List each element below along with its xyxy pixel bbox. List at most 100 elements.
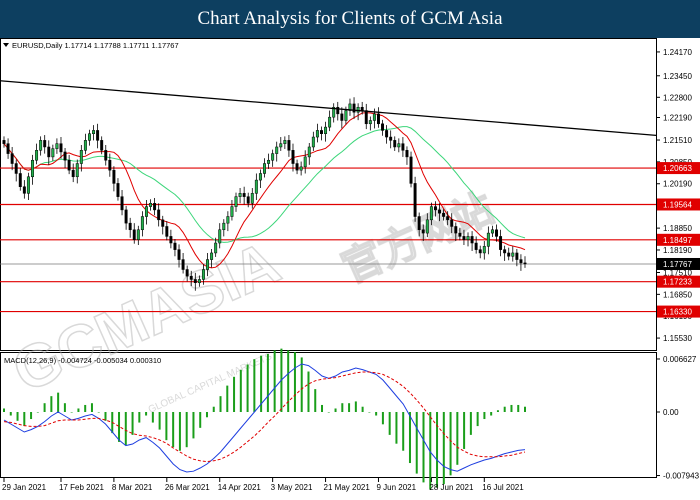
candlestick	[328, 116, 332, 128]
candlestick	[454, 226, 458, 234]
macd-histogram-bar	[287, 350, 290, 412]
candlestick	[405, 150, 409, 158]
candlestick	[75, 163, 79, 178]
candlestick	[336, 106, 340, 115]
macd-histogram-bar	[253, 359, 256, 412]
candlestick	[320, 130, 323, 134]
level-price-label: 1.16330	[663, 308, 692, 317]
macd-histogram-bar	[192, 412, 195, 439]
candlestick	[287, 140, 291, 151]
candlestick	[421, 229, 425, 234]
price-tick-label: 1.15530	[663, 334, 692, 343]
macd-histogram-bar	[36, 412, 39, 413]
date-tick-label: 16 Jul 2021	[482, 483, 524, 492]
macd-panel-border	[0, 352, 657, 478]
candlestick	[10, 153, 14, 164]
macd-histogram-bar	[422, 412, 425, 483]
macd-histogram-bar	[9, 412, 12, 416]
candlestick	[210, 252, 214, 260]
macd-histogram-bar	[402, 412, 405, 451]
macd-histogram-bar	[70, 412, 73, 413]
price-tick-label: 1.24170	[663, 48, 692, 57]
candlestick	[417, 216, 421, 231]
candlestick	[140, 216, 144, 231]
macd-histogram-bar	[90, 403, 93, 412]
macd-histogram-bar	[158, 412, 161, 430]
macd-histogram-bar	[490, 412, 493, 416]
svg-text:GCMASIA: GCMASIA	[3, 228, 289, 404]
macd-histogram-bar	[151, 412, 154, 423]
symbol-dropdown-icon[interactable]	[3, 43, 9, 47]
candlestick	[466, 236, 470, 240]
macd-histogram-bar	[517, 404, 520, 412]
macd-histogram-bar	[354, 401, 357, 412]
candlestick	[181, 259, 185, 270]
candlestick	[295, 163, 299, 171]
moving-average-fast-line	[3, 112, 526, 269]
price-tick-label: 1.20190	[663, 180, 692, 189]
candlestick	[315, 130, 319, 138]
candlestick	[132, 229, 136, 240]
macd-histogram-bar	[43, 403, 46, 412]
gcm-watermark: GCMASIA 官方网站 GLOBAL CAPITAL MARKETS	[2, 185, 500, 416]
macd-histogram-bar	[469, 412, 472, 435]
price-tick-label: 1.21510	[663, 136, 692, 145]
candlestick	[470, 236, 474, 244]
macd-histogram-bar	[463, 412, 466, 449]
macd-histogram-bar	[388, 412, 391, 435]
candlestick	[67, 159, 71, 171]
candlestick	[368, 120, 372, 125]
macd-histogram-bar	[348, 403, 351, 412]
candlestick	[26, 176, 30, 194]
candlestick	[458, 232, 462, 237]
candlestick	[482, 246, 486, 254]
candlestick	[254, 179, 258, 194]
date-tick-label: 26 Mar 2021	[165, 483, 210, 492]
candlestick	[442, 212, 446, 217]
candlestick	[222, 222, 226, 231]
price-tick-label: 1.22800	[663, 93, 692, 102]
candlestick	[157, 209, 161, 221]
candlestick	[267, 159, 271, 164]
macd-histogram-bar	[436, 412, 439, 488]
candlestick	[507, 252, 511, 257]
candlestick	[6, 143, 10, 154]
macd-histogram-bar	[131, 412, 134, 435]
candlestick	[519, 259, 523, 264]
candlestick	[71, 169, 75, 178]
candlestick	[389, 136, 393, 141]
macd-histogram-bar	[307, 371, 310, 412]
candlestick	[63, 151, 67, 161]
price-tick-label: 1.18850	[663, 224, 692, 233]
macd-tick-label: -0.007943	[663, 472, 700, 481]
candlestick	[503, 249, 507, 254]
macd-histogram-bar	[456, 412, 459, 465]
candlestick	[250, 193, 254, 204]
candlestick	[381, 123, 385, 131]
candlestick	[39, 140, 43, 151]
date-tick-label: 29 Jan 2021	[2, 483, 47, 492]
macd-histogram-bar	[185, 412, 188, 448]
candlestick	[128, 222, 132, 231]
candlestick	[206, 259, 209, 270]
price-panel-border	[0, 38, 657, 351]
candlestick	[136, 229, 140, 240]
candlestick	[246, 196, 250, 204]
candlestick	[376, 113, 380, 125]
macd-histogram-bar	[361, 406, 364, 412]
price-tick-label: 1.16850	[663, 290, 692, 299]
macd-histogram-bar	[300, 357, 303, 412]
candlestick	[291, 150, 295, 164]
candlestick	[425, 219, 429, 234]
candlestick	[438, 209, 441, 214]
candlestick	[149, 203, 153, 207]
macd-histogram-bar	[165, 412, 168, 441]
candlestick	[88, 133, 91, 141]
candlestick	[307, 146, 311, 158]
candlestick	[340, 113, 344, 121]
candlestick	[283, 140, 287, 144]
candlestick	[324, 126, 328, 134]
macd-histogram-bar	[321, 404, 324, 412]
candlestick	[35, 150, 39, 161]
moving-average-slow-line	[3, 126, 526, 243]
